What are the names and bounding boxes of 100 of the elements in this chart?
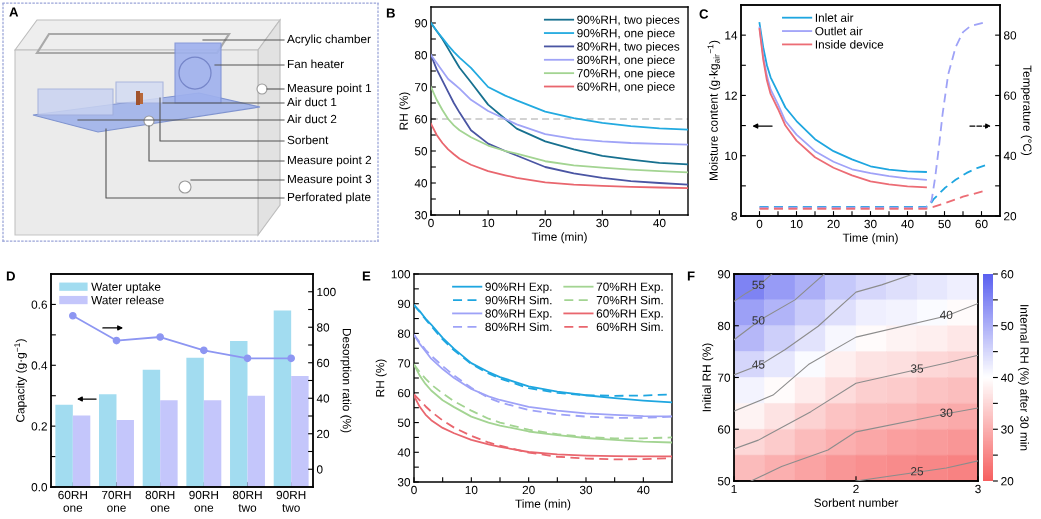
x-axis-title: Time (min)	[531, 232, 587, 244]
y-tick-label: 8	[731, 212, 738, 221]
text: A	[9, 7, 19, 17]
y-tick-label: 14	[725, 31, 738, 40]
x-tick-label: 80RH two	[232, 490, 262, 512]
x-tick-label: 40	[901, 219, 914, 229]
line-series	[431, 54, 688, 186]
legend-label: 70%RH, one piece	[577, 68, 675, 80]
chart-title: C	[699, 9, 709, 19]
series-label: 35	[910, 364, 924, 373]
point	[200, 346, 208, 355]
y-tick-label: 60	[398, 388, 411, 398]
bar	[230, 340, 248, 487]
bar	[291, 375, 309, 487]
y-tick-label: 70	[415, 83, 428, 92]
bar	[116, 420, 134, 487]
chart-title: D	[6, 271, 15, 281]
y2-axis-title: Temperature (°C)	[1020, 65, 1032, 156]
legend-label: 90%RH Exp.	[485, 282, 552, 294]
x-tick-label: 30	[579, 485, 593, 495]
color-bar-label: 50	[1001, 321, 1014, 331]
bar	[203, 400, 222, 487]
x-axis-title: Sorbent number	[814, 498, 899, 507]
x-tick-label: 20	[827, 219, 840, 229]
x-tick-label: 90RH one	[189, 490, 218, 512]
y-tick-label: 12	[725, 91, 737, 100]
legend-label: Water release	[91, 295, 164, 305]
x-tick-label: 70RH one	[102, 490, 131, 512]
y-tick-label: 10	[725, 151, 738, 161]
legend-label: 70%RH Exp.	[596, 282, 663, 294]
bar	[99, 394, 117, 487]
x-tick-label: 90RH two	[276, 490, 306, 512]
text: Measure point 1	[287, 83, 372, 95]
y-tick-label: 90	[397, 299, 411, 309]
y-tick-label: 80	[717, 321, 731, 331]
y-tick-label: 70	[718, 373, 731, 382]
line-series	[431, 54, 688, 146]
x-tick-label: 0	[756, 219, 763, 229]
color-bar-label: 30	[1001, 425, 1014, 434]
legend-label: Water uptake	[91, 282, 161, 294]
y-tick-label: 100	[391, 270, 411, 279]
x-tick-label: 10	[465, 485, 478, 495]
text: Measure point 3	[287, 174, 372, 186]
text: Perforated plate	[287, 192, 371, 204]
point	[287, 354, 295, 363]
y-tick-label: 50	[397, 418, 411, 427]
y-tick-label: 0.2	[31, 422, 47, 431]
legend-label: 60%RH Exp.	[596, 309, 663, 320]
y2-tick-label: 80	[316, 323, 330, 332]
y2-tick-label: 40	[316, 394, 330, 403]
y-axis-title: RH (%)	[399, 92, 411, 130]
series-label: 30	[940, 408, 953, 417]
series-label: 45	[752, 360, 765, 369]
legend-label: 70%RH Sim.	[596, 295, 663, 305]
y-tick-label: 90	[717, 270, 731, 279]
bar	[142, 369, 161, 487]
text: Measure point 2	[287, 155, 372, 167]
text: Air duct 2	[287, 114, 337, 124]
legend-label: 80%RH Exp.	[485, 309, 552, 320]
y2-tick-label: 60	[317, 358, 330, 368]
y-tick-label: 40	[414, 179, 428, 188]
y2-axis-title: Desorption ratio (%)	[340, 328, 352, 433]
x-tick-label: 60RH one	[58, 490, 87, 512]
series-label: 55	[752, 280, 765, 290]
legend-label: 80%RH, two pieces	[577, 42, 680, 53]
bar	[55, 404, 73, 487]
series-label: 50	[752, 316, 765, 325]
text: Fan heater	[287, 59, 344, 69]
y-axis-title: Capacity (g·g$^{−1}$)	[14, 339, 27, 422]
x-tick-label: 30	[596, 218, 609, 228]
x-tick-label: 0	[428, 218, 434, 228]
bar	[72, 415, 91, 487]
line-series	[758, 164, 987, 208]
y-tick-label: 50	[414, 147, 428, 156]
chart-title: F	[687, 271, 695, 281]
y-tick-label: 40	[397, 448, 411, 457]
y-tick-label: 90	[414, 19, 428, 28]
x-tick-label: 3	[975, 484, 981, 494]
y-tick-label: 0.4	[31, 361, 48, 370]
text: Acrylic chamber	[287, 34, 371, 46]
color-bar-title: Internal RH (%) after 30 min	[1017, 305, 1029, 451]
x-tick-label: 10	[790, 219, 803, 229]
point	[112, 336, 121, 345]
y-tick-label: 50	[717, 477, 731, 486]
x-axis-title: Time (min)	[515, 499, 571, 511]
y-axis-title: Initial RH (%)	[702, 343, 714, 412]
bar	[273, 310, 292, 487]
x-tick-label: 2	[853, 484, 859, 494]
y-tick-label: 60	[718, 425, 731, 434]
legend-label: 90%RH Sim.	[485, 295, 552, 305]
point	[243, 354, 252, 363]
legend-label: 60%RH, one piece	[577, 82, 675, 94]
y-tick-label: 30	[414, 211, 428, 220]
y2-tick-label: 0	[316, 465, 323, 474]
text: Air duct 1	[287, 97, 337, 107]
y-tick-label: 80	[397, 329, 411, 338]
chart-title: E	[362, 271, 371, 281]
y2-tick-label: 60	[1004, 91, 1017, 100]
x-tick-label: 40	[637, 485, 650, 495]
legend-label: 90%RH, two pieces	[577, 15, 680, 27]
